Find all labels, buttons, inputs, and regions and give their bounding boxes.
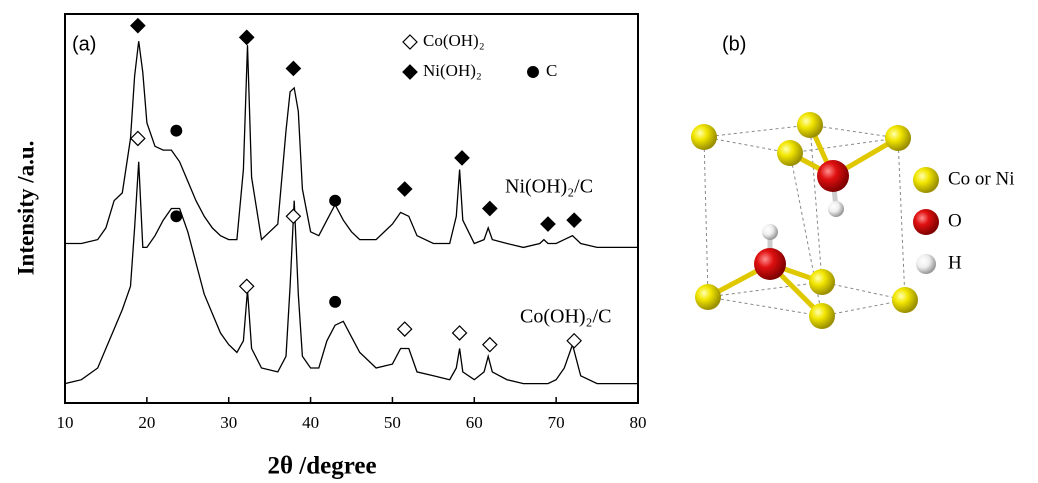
figure: (a) 2θ /degree Intensity /a.u. (b) 10 20 3… — [0, 0, 1038, 483]
open-diamond-marker — [403, 35, 417, 49]
filled-diamond-marker — [398, 182, 412, 196]
filled-diamond-marker — [240, 30, 254, 44]
panel-label: (b) — [722, 33, 746, 55]
open-diamond-marker — [131, 131, 145, 145]
y-axis-label: Intensity /a.u. — [13, 141, 38, 276]
curve-label: Co(OH)₂/C — [520, 306, 611, 328]
x-tick-label: 60 — [466, 413, 483, 432]
x-tick-label: 40 — [302, 413, 319, 432]
circle-marker — [527, 66, 539, 78]
filled-diamond-marker — [567, 213, 581, 227]
legend-atom — [913, 209, 939, 235]
legend-label: O — [948, 210, 962, 231]
circle-marker — [329, 296, 341, 308]
legend-label: H — [948, 252, 962, 273]
x-tick-label: 80 — [630, 413, 647, 432]
open-diamond-marker — [398, 322, 412, 336]
filled-diamond-marker — [286, 61, 300, 75]
x-axis-label: 2θ /degree — [267, 453, 376, 480]
x-tick-label: 70 — [548, 413, 565, 432]
filled-diamond-marker — [541, 217, 555, 231]
filled-diamond-marker — [455, 151, 469, 165]
circle-marker — [170, 210, 182, 222]
filled-diamond-marker — [403, 65, 417, 79]
crystal-structure: (b) — [691, 33, 918, 329]
legend-label: Co or Ni — [948, 168, 1015, 189]
legend-label: Co(OH)₂ — [423, 31, 485, 50]
filled-diamond-marker — [131, 19, 145, 33]
filled-diamond-marker — [483, 202, 497, 216]
x-tick-label: 50 — [384, 413, 401, 432]
curve-label: Ni(OH)₂/C — [505, 176, 593, 198]
x-tick-label: 20 — [138, 413, 155, 432]
open-diamond-marker — [286, 209, 300, 223]
legend-atom — [916, 254, 936, 274]
open-diamond-marker — [567, 334, 581, 348]
x-tick-label: 10 — [57, 413, 74, 432]
legend-label: C — [546, 61, 557, 80]
legend-atom — [913, 167, 939, 193]
circle-marker — [170, 125, 182, 137]
circle-marker — [329, 195, 341, 207]
open-diamond-marker — [483, 338, 497, 352]
open-diamond-marker — [240, 279, 254, 293]
legend-label: Ni(OH)₂ — [423, 61, 482, 80]
open-diamond-marker — [453, 326, 467, 340]
panel-label: (a) — [72, 33, 96, 55]
x-tick-label: 30 — [220, 413, 237, 432]
